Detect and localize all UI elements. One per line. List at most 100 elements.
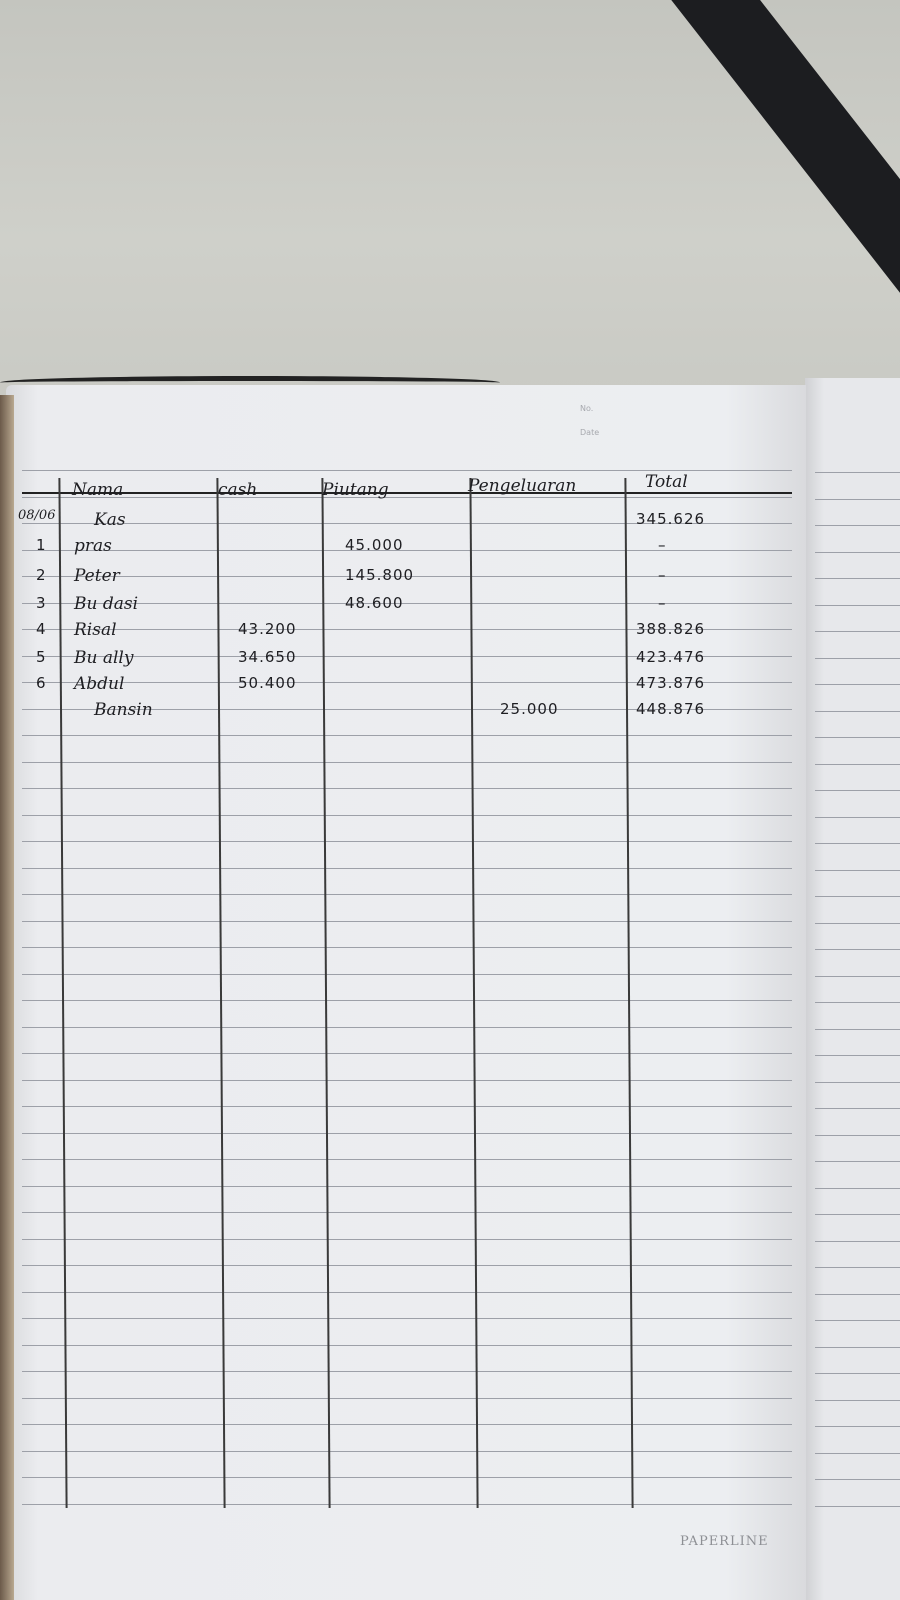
row-total: 388.826 bbox=[636, 620, 706, 638]
row-name: Abdul bbox=[74, 674, 125, 694]
notebook-spine bbox=[0, 395, 14, 1600]
ruled-line bbox=[22, 576, 792, 577]
ruled-line bbox=[815, 1187, 900, 1189]
ruled-line bbox=[815, 1479, 900, 1480]
ruled-line bbox=[22, 629, 792, 630]
row-number: 2 bbox=[36, 566, 47, 584]
ruled-line bbox=[22, 1424, 792, 1425]
row-total: 345.626 bbox=[636, 510, 706, 528]
ruled-line bbox=[22, 682, 792, 683]
row-name: Bu ally bbox=[74, 648, 134, 668]
ruled-line bbox=[22, 735, 792, 736]
ruled-line bbox=[22, 947, 792, 948]
row-name: Bansin bbox=[94, 700, 153, 720]
ruled-line bbox=[815, 684, 900, 685]
date-label: Date bbox=[580, 428, 600, 437]
ruled-line bbox=[22, 470, 792, 471]
ruled-line bbox=[22, 1026, 792, 1028]
ruled-line bbox=[815, 1505, 900, 1507]
row-total: 448.876 bbox=[636, 700, 706, 718]
ruled-line bbox=[815, 1373, 900, 1374]
ruled-line bbox=[815, 1028, 900, 1030]
ruled-line bbox=[22, 1371, 792, 1372]
ruled-line bbox=[815, 816, 900, 818]
row-piutang: 145.800 bbox=[345, 566, 415, 584]
ruled-line bbox=[22, 549, 792, 551]
row-piutang: 45.000 bbox=[345, 536, 404, 554]
ruled-line bbox=[815, 604, 900, 606]
row-number: 1 bbox=[36, 536, 47, 554]
row-total: – bbox=[658, 566, 667, 584]
ruled-line bbox=[815, 1399, 900, 1401]
ruled-line bbox=[815, 1081, 900, 1083]
column-header-pengeluaran: Pengeluaran bbox=[468, 476, 577, 496]
ruled-line bbox=[815, 922, 900, 924]
ruled-line bbox=[22, 761, 792, 763]
row-number: 6 bbox=[36, 674, 47, 692]
ruled-line bbox=[22, 496, 792, 498]
row-total: 423.476 bbox=[636, 648, 706, 666]
row-cash: 43.200 bbox=[238, 620, 297, 638]
entry-date: 08/06 bbox=[18, 508, 56, 523]
ruled-line bbox=[22, 841, 792, 842]
ruled-line bbox=[22, 788, 792, 789]
row-pengeluaran: 25.000 bbox=[500, 700, 559, 718]
column-header-total: Total bbox=[645, 472, 688, 492]
ruled-line bbox=[22, 523, 792, 524]
ruled-line bbox=[815, 975, 900, 977]
ruled-line bbox=[815, 710, 900, 712]
ruled-line bbox=[815, 1214, 900, 1215]
row-cash: 34.650 bbox=[238, 648, 297, 666]
ruled-line bbox=[815, 1134, 900, 1136]
right-page bbox=[805, 378, 900, 1600]
row-name: Peter bbox=[74, 566, 120, 586]
ruled-line bbox=[22, 1212, 792, 1213]
ruled-line bbox=[815, 631, 900, 632]
ruled-line bbox=[22, 973, 792, 975]
ruled-line bbox=[22, 602, 792, 604]
row-name: Kas bbox=[94, 510, 126, 530]
column-header-cash: cash bbox=[218, 480, 258, 500]
ruled-line bbox=[815, 498, 900, 500]
ruled-line bbox=[22, 1185, 792, 1187]
ruled-line bbox=[815, 1240, 900, 1242]
brand-logo: PAPERLINE bbox=[680, 1534, 769, 1549]
ruled-line bbox=[815, 525, 900, 526]
ruled-line bbox=[815, 1055, 900, 1056]
ruled-line bbox=[815, 1346, 900, 1348]
ruled-line bbox=[22, 1238, 792, 1240]
ruled-line bbox=[22, 1477, 792, 1478]
row-total: – bbox=[658, 594, 667, 612]
row-number: 4 bbox=[36, 620, 47, 638]
ruled-line bbox=[22, 1159, 792, 1160]
ruled-line bbox=[22, 814, 792, 816]
ruled-line bbox=[815, 869, 900, 871]
ruled-line bbox=[815, 737, 900, 738]
ruled-line bbox=[815, 1108, 900, 1109]
ruled-line bbox=[815, 843, 900, 844]
row-cash: 50.400 bbox=[238, 674, 297, 692]
ruled-line bbox=[815, 790, 900, 791]
row-name: pras bbox=[74, 536, 112, 556]
ruled-line bbox=[22, 1106, 792, 1107]
row-number: 5 bbox=[36, 648, 47, 666]
bookmark-cord bbox=[0, 376, 500, 389]
ruled-line bbox=[22, 867, 792, 869]
ruled-line bbox=[22, 1079, 792, 1081]
row-piutang: 48.600 bbox=[345, 594, 404, 612]
header-underline bbox=[22, 492, 792, 494]
ruled-line bbox=[22, 1265, 792, 1266]
row-total: 473.876 bbox=[636, 674, 706, 692]
ruled-line bbox=[815, 1002, 900, 1003]
ruled-line bbox=[22, 1450, 792, 1452]
row-total: – bbox=[658, 536, 667, 554]
ruled-line bbox=[815, 578, 900, 579]
ruled-line bbox=[22, 1000, 792, 1001]
row-number: 3 bbox=[36, 594, 47, 612]
ruled-line bbox=[815, 1426, 900, 1427]
ruled-line bbox=[22, 655, 792, 657]
ruled-line bbox=[22, 1053, 792, 1054]
ruled-line bbox=[815, 1452, 900, 1454]
ruled-line bbox=[22, 920, 792, 922]
ruled-line bbox=[22, 1503, 792, 1505]
